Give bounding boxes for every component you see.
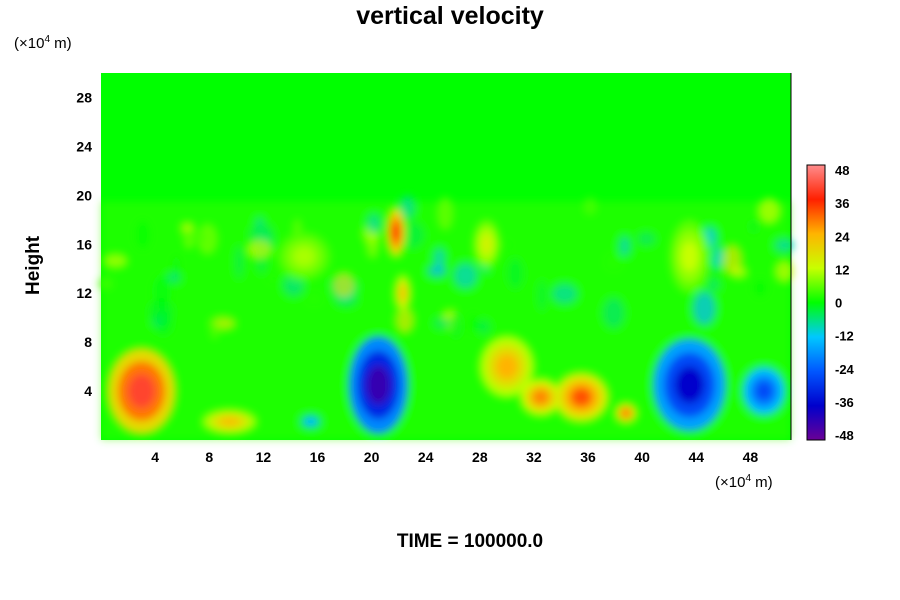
perturbation-blob xyxy=(180,228,207,246)
x-tick-label: 20 xyxy=(364,449,380,465)
velocity-cell xyxy=(366,365,391,405)
colorbar-tick-label: -24 xyxy=(835,362,855,377)
velocity-cell xyxy=(218,416,241,427)
x-axis-unit: (×104 m) xyxy=(715,473,773,491)
perturbation-blob xyxy=(551,283,578,305)
x-tick-label: 48 xyxy=(743,449,759,465)
velocity-cell xyxy=(293,246,315,267)
perturbation-blob xyxy=(748,219,759,235)
y-tick-label: 24 xyxy=(76,138,92,154)
x-tick-label: 12 xyxy=(256,449,272,465)
colorbar-tick-label: 12 xyxy=(835,262,849,277)
velocity-cell xyxy=(674,366,705,404)
colorbar-tick-label: 0 xyxy=(835,296,842,311)
perturbation-blob xyxy=(604,252,624,272)
perturbation-blob xyxy=(366,213,381,234)
y-tick-label: 4 xyxy=(84,383,92,399)
perturbation-blob xyxy=(730,266,747,279)
colorbar-tick-label: 36 xyxy=(835,196,849,211)
perturbation-blob xyxy=(234,245,244,279)
velocity-cell xyxy=(681,241,698,272)
perturbation-blob xyxy=(537,279,547,312)
velocity-cell xyxy=(392,222,400,242)
velocity-cell xyxy=(399,285,406,301)
x-tick-label: 40 xyxy=(634,449,650,465)
perturbation-blob xyxy=(332,272,356,298)
velocity-cell xyxy=(128,373,156,409)
y-axis-unit: (×104 m) xyxy=(14,34,72,52)
chart-title: vertical velocity xyxy=(356,2,544,30)
velocity-cell xyxy=(481,234,492,255)
x-tick-label: 36 xyxy=(580,449,596,465)
velocity-cell xyxy=(621,409,631,418)
perturbation-blob xyxy=(97,277,114,290)
velocity-cell xyxy=(496,354,518,379)
perturbation-blob xyxy=(468,312,480,334)
perturbation-blob xyxy=(305,291,324,307)
x-tick-label: 44 xyxy=(689,449,705,465)
colorbar-tick-label: 24 xyxy=(835,229,850,244)
perturbation-blob xyxy=(618,235,631,257)
perturbation-blob xyxy=(500,240,511,251)
perturbation-blob xyxy=(712,246,724,268)
perturbation-blob xyxy=(151,274,172,308)
y-tick-label: 12 xyxy=(76,285,92,301)
perturbation-blob xyxy=(636,232,656,246)
colorbar-tick-label: -48 xyxy=(835,428,854,443)
velocity-cell xyxy=(755,381,773,401)
x-tick-label: 24 xyxy=(418,449,434,465)
colorbar-tick-label: -12 xyxy=(835,329,854,344)
perturbation-blob xyxy=(400,221,425,249)
perturbation-blob xyxy=(751,277,769,299)
y-tick-label: 16 xyxy=(76,236,92,252)
x-tick-label: 28 xyxy=(472,449,488,465)
y-tick-label: 28 xyxy=(76,89,92,105)
time-label: TIME = 100000.0 xyxy=(396,531,544,552)
colorbar-tick-label: -36 xyxy=(835,395,854,410)
perturbation-blob xyxy=(395,307,414,334)
perturbation-blob xyxy=(450,312,462,339)
perturbation-blob xyxy=(775,260,794,282)
velocity-cell xyxy=(532,389,549,405)
velocity-cell xyxy=(570,387,593,407)
y-tick-label: 8 xyxy=(84,334,92,350)
perturbation-blob xyxy=(247,239,273,259)
perturbation-blob xyxy=(427,264,447,278)
perturbation-blob xyxy=(266,272,281,284)
colorbar-tick-label: 48 xyxy=(835,163,849,178)
perturbation-blob xyxy=(707,280,721,292)
perturbation-blob xyxy=(692,291,716,326)
perturbation-blob xyxy=(758,198,780,224)
perturbation-blob xyxy=(437,196,454,231)
x-tick-label: 16 xyxy=(310,449,326,465)
x-tick-label: 8 xyxy=(205,449,213,465)
perturbation-blob xyxy=(476,319,491,335)
y-tick-label: 20 xyxy=(76,187,92,203)
perturbation-blob xyxy=(433,317,451,329)
perturbation-blob xyxy=(399,195,416,219)
perturbation-blob xyxy=(453,262,478,289)
perturbation-blob xyxy=(506,257,525,290)
colorbar xyxy=(806,164,826,441)
perturbation-blob xyxy=(209,319,220,340)
perturbation-blob xyxy=(602,297,625,329)
perturbation-blob xyxy=(433,247,446,269)
x-tick-label: 32 xyxy=(526,449,542,465)
perturbation-blob xyxy=(103,254,128,268)
perturbation-blob xyxy=(774,238,795,253)
perturbation-blob xyxy=(583,197,598,216)
x-tick-label: 4 xyxy=(151,449,159,465)
velocity-cell xyxy=(306,418,316,425)
perturbation-blob xyxy=(133,218,152,251)
